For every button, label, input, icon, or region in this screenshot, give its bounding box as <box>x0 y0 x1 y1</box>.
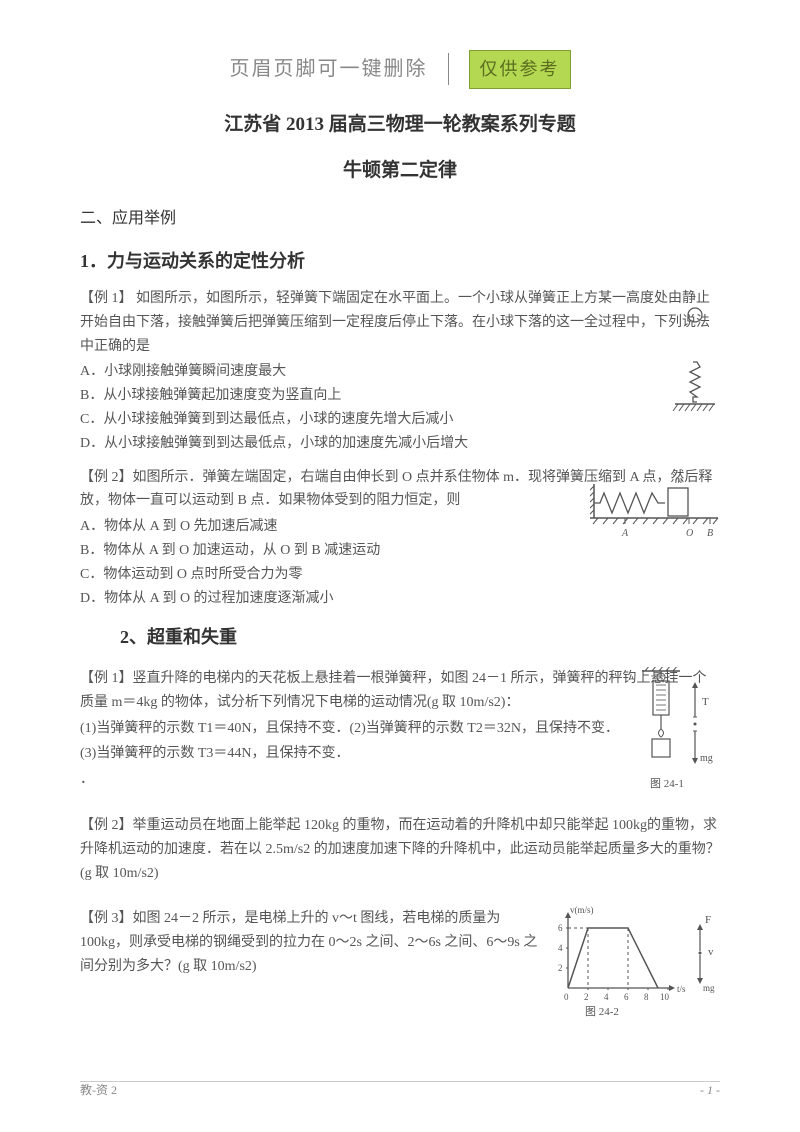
page-number: - 1 - <box>700 1080 720 1100</box>
title-sub: 牛顿第二定律 <box>80 155 720 187</box>
svg-text:10: 10 <box>660 992 670 1002</box>
page-header: 页眉页脚可一键删除 仅供参考 <box>80 50 720 89</box>
example-2-3: v(m/s) t/s 0 246 246 810 <box>80 907 720 978</box>
section-application: 二、应用举例 <box>80 205 720 232</box>
label-mg: mg <box>700 753 713 764</box>
svg-text:4: 4 <box>604 992 609 1002</box>
fig-24-1-label: 图 24-1 <box>650 777 684 790</box>
label-m: m <box>675 476 682 486</box>
ex1-lead: 【例 1】 如图所示，如图所示，轻弹簧下端固定在水平面上。一个小球从弹簧正上方某… <box>80 287 720 358</box>
ex2-opt-c: C．物体运动到 O 点时所受合力为零 <box>80 563 720 587</box>
v-label: v <box>708 946 714 958</box>
ex1-opt-a: A．小球刚接触弹簧瞬间速度最大 <box>80 360 720 384</box>
header-text: 页眉页脚可一键删除 <box>230 52 428 86</box>
ex2-1-3: (3)当弹簧秤的示数 T3＝44N，且保持不变． <box>80 742 720 766</box>
ex1-opt-c: C．从小球接触弹簧到到达最低点，小球的速度先增大后减小 <box>80 408 720 432</box>
F-label: F <box>705 914 711 926</box>
example-1-2: 【例 2】如图所示．弹簧左端固定，右端自由伸长到 O 点并系住物体 m．现将弹簧… <box>80 466 720 611</box>
svg-text:6: 6 <box>558 923 563 933</box>
ex2-1-lead: 【例 1】竖直升降的电梯内的天花板上悬挂着一根弹簧秤，如图 24－1 所示，弹簧… <box>80 667 720 715</box>
label-T: T <box>702 696 709 708</box>
taxis-label: t/s <box>677 984 686 994</box>
header-divider <box>448 53 449 85</box>
ex2-3: 【例 3】如图 24－2 所示，是电梯上升的 v～t 图线，若电梯的质量为 10… <box>80 907 540 978</box>
figure-vt-graph: v(m/s) t/s 0 2 4 6 2 4 6 8 10 <box>550 903 720 1032</box>
fig-24-2-label: 图 24-2 <box>585 1005 619 1018</box>
figure-spring-scale: T mg 图 24-1 <box>640 667 720 806</box>
svg-text:8: 8 <box>644 992 649 1002</box>
section-1-heading: 1．力与运动关系的定性分析 <box>80 246 720 277</box>
figure-spring-horizontal: m A O B <box>590 476 720 550</box>
ex2-opt-d: D．物体从 A 到 O 的过程加速度逐渐减小 <box>80 587 720 611</box>
ex2-1-dot: ． <box>80 768 720 792</box>
example-1-1: 【例 1】 如图所示，如图所示，轻弹簧下端固定在水平面上。一个小球从弹簧正上方某… <box>80 287 720 456</box>
example-2-1: T mg 图 24-1 【例 1】竖直升降的电梯内的天花板上悬挂着一根弹簧秤，如… <box>80 667 720 792</box>
title-main: 江苏省 2013 届高三物理一轮教案系列专题 <box>80 109 720 141</box>
svg-text:2: 2 <box>584 992 589 1002</box>
footer-left: 教-资 2 <box>80 1080 117 1100</box>
label-B: B <box>707 528 713 539</box>
section-2-heading: 2、超重和失重 <box>120 622 720 653</box>
mg-label: mg <box>703 983 715 993</box>
ex1-opt-d: D．从小球接触弹簧到到达最低点，小球的加速度先减小后增大 <box>80 432 720 456</box>
figure-spring-ball <box>670 307 720 426</box>
label-A: A <box>621 528 629 539</box>
page-footer: 教-资 2 - 1 - <box>80 1080 720 1100</box>
ex1-opt-b: B．从小球接触弹簧起加速度变为竖直向上 <box>80 384 720 408</box>
ex2-2: 【例 2】举重运动员在地面上能举起 120kg 的重物，而在运动着的升降机中却只… <box>80 814 720 885</box>
example-2-2: 【例 2】举重运动员在地面上能举起 120kg 的重物，而在运动着的升降机中却只… <box>80 814 720 885</box>
svg-text:6: 6 <box>624 992 629 1002</box>
svg-text:2: 2 <box>558 963 563 973</box>
svg-text:4: 4 <box>558 943 563 953</box>
reference-badge: 仅供参考 <box>469 50 571 89</box>
ex2-1-1: (1)当弹簧秤的示数 T1＝40N，且保持不变．(2)当弹簧秤的示数 T2＝32… <box>80 717 720 741</box>
svg-text:0: 0 <box>564 992 569 1002</box>
label-O: O <box>686 528 693 539</box>
vaxis-label: v(m/s) <box>570 905 594 915</box>
